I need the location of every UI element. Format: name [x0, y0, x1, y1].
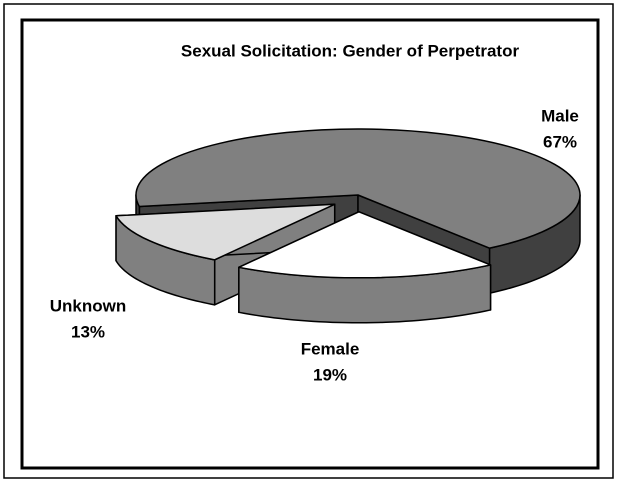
- slice-label: Female: [301, 339, 360, 358]
- chart-title: Sexual Solicitation: Gender of Perpetrat…: [181, 41, 520, 60]
- outer-frame: [3, 3, 614, 479]
- pie: [115, 128, 581, 324]
- slice-top: [115, 203, 336, 261]
- slice-value-label: 67%: [543, 132, 577, 151]
- slice-value-label: 13%: [71, 322, 105, 341]
- slice-top: [238, 211, 492, 279]
- slice-label: Unknown: [50, 296, 127, 315]
- slice-value-label: 19%: [313, 365, 347, 384]
- slice: [238, 211, 492, 324]
- slice-top: [135, 128, 581, 249]
- slice-label: Male: [541, 106, 579, 125]
